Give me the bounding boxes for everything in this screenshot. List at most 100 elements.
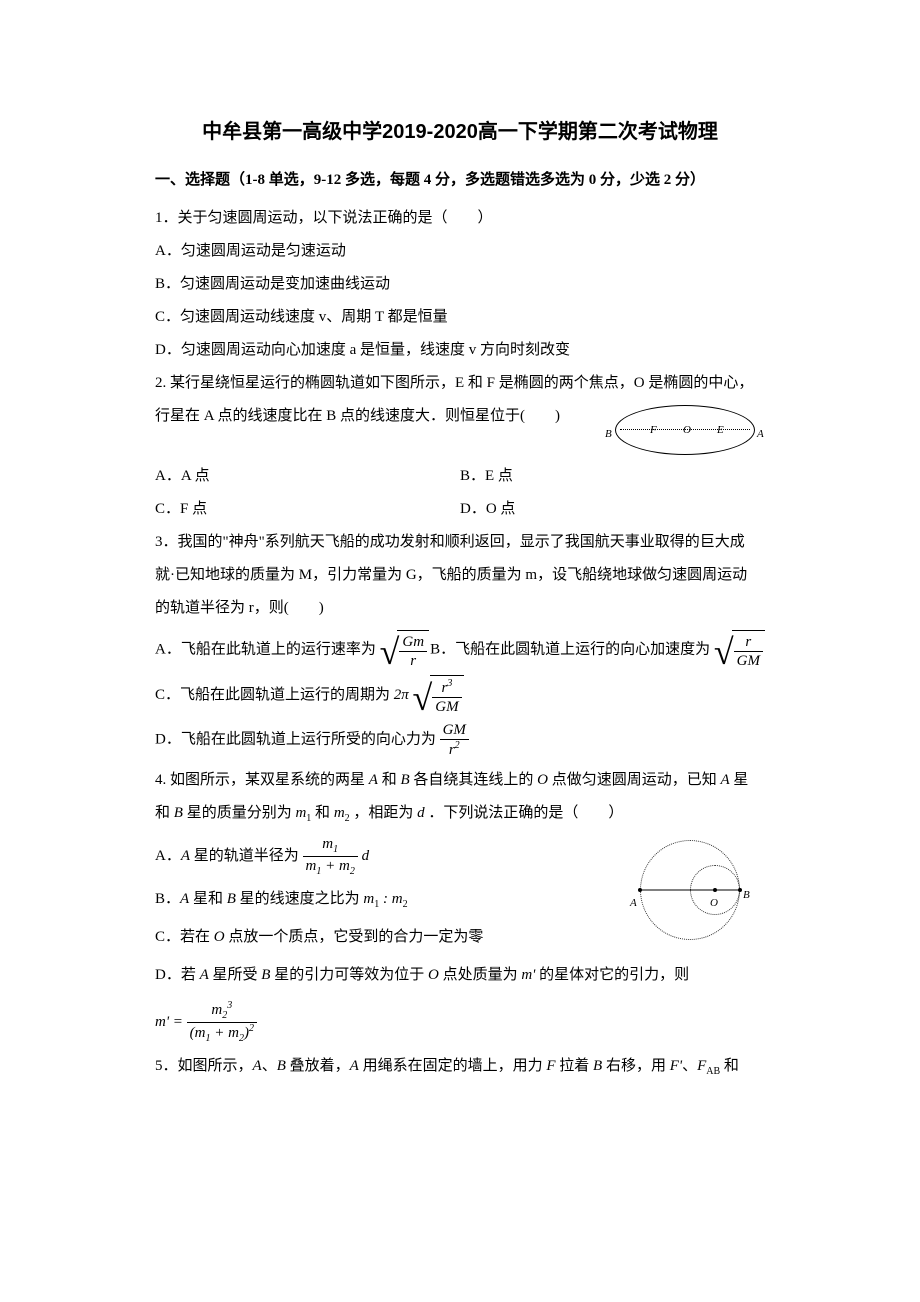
question-1: 1．关于匀速圆周运动，以下说法正确的是（ ） A．匀速圆周运动是匀速运动 B．匀… <box>155 202 765 367</box>
q5-s1-a2: A <box>350 1058 359 1074</box>
q3-a-formula: √ Gm r <box>380 630 429 670</box>
q4-eq-den-m2: m <box>228 1025 239 1041</box>
q4-a-star: A <box>181 848 190 864</box>
q3-d-num: GM <box>440 721 469 740</box>
q2-fig-label-a: A <box>757 422 764 446</box>
q2-fig-label-o: O <box>683 418 691 442</box>
q4-s2-pre: 和 <box>155 805 174 821</box>
q2-fig-label-f: F <box>650 418 657 442</box>
q4-option-d: D．若 A 星所受 B 星的引力可等效为位于 O 点处质量为 m' 的星体对它的… <box>155 959 765 992</box>
q4-b-mm1: m <box>363 891 374 907</box>
q2-stem-line1: 2. 某行星绕恒星运行的椭圆轨道如下图所示，E 和 F 是椭圆的两个焦点，O 是… <box>155 367 765 400</box>
q3-b-text: B．飞船在此圆轨道上运行的向心加速度为 <box>430 641 710 657</box>
q4-a-pre: A． <box>155 848 181 864</box>
q3-d-text: D．飞船在此圆轨道上运行所受的向心力为 <box>155 731 436 747</box>
q5-s1-fab-sub: AB <box>706 1066 720 1077</box>
q3-option-c: C．飞船在此圆轨道上运行的周期为 2π √ r3 GM <box>155 675 765 716</box>
q4-a-mid: 星的轨道半径为 <box>190 848 303 864</box>
q4-eq-den-m1: m <box>195 1025 206 1041</box>
q4-b-a: A <box>180 891 189 907</box>
q3-c-den: GM <box>432 698 461 716</box>
q3-a-den: r <box>399 652 427 670</box>
q5-s1-end: 和 <box>720 1058 739 1074</box>
q4-s1-m2: 各自绕其连线上的 <box>410 772 538 788</box>
q4-s2-end: ．下列说法正确的是（ ） <box>425 805 624 821</box>
q4-b-s2: 2 <box>403 899 408 910</box>
q4-c-pre: C．若在 <box>155 929 214 945</box>
q3-b-formula: √ r GM <box>714 630 765 670</box>
q5-s1-fab: F <box>697 1058 706 1074</box>
q2-ellipse-figure: B F O E A <box>605 400 765 460</box>
q4-s1-m3: 点做匀速圆周运动，已知 <box>548 772 721 788</box>
q1-option-b: B．匀速圆周运动是变加速曲线运动 <box>155 268 765 301</box>
q4-a-frac: m1 m1 + m2 <box>303 835 358 878</box>
q4-eq-left: m' = <box>155 1014 187 1030</box>
q4-s2-m2: 和 <box>311 805 334 821</box>
q4-eq-den-plus: + <box>211 1025 229 1041</box>
q4-stem-line1: 4. 如图所示，某双星系统的两星 A 和 B 各自绕其连线上的 O 点做匀速圆周… <box>155 764 765 797</box>
q1-option-c: C．匀速圆周运动线速度 v、周期 T 都是恒量 <box>155 301 765 334</box>
q4-a-num: m <box>322 836 333 852</box>
q4-equation: m' = m23 (m1 + m2)2 <box>155 1000 765 1045</box>
q3-stem-line2: 就·已知地球的质量为 M，引力常量为 G，飞船的质量为 m，设飞船绕地球做匀速圆… <box>155 559 765 592</box>
q4-b-pre: B． <box>155 891 180 907</box>
q4-a-post: d <box>362 848 370 864</box>
q4-b-m1: 星和 <box>189 891 227 907</box>
q4-c-o: O <box>214 929 225 945</box>
q3-a-num: Gm <box>399 633 427 652</box>
q4-s1-o: O <box>537 772 548 788</box>
q2-option-b: B．E 点 <box>460 460 765 493</box>
q2-fig-label-b: B <box>605 422 612 446</box>
q5-s1-m6: 、 <box>682 1058 697 1074</box>
q4-s2-m1: 星的质量分别为 <box>183 805 296 821</box>
q4-b-colon: : <box>379 891 392 907</box>
q4-fig-label-o: O <box>710 891 718 915</box>
q5-s1-b2: B <box>593 1058 602 1074</box>
q4-b-m2: 星的线速度之比为 <box>236 891 364 907</box>
q4-d-m3: 点处质量为 <box>439 967 522 983</box>
q3-b-den: GM <box>734 652 763 670</box>
q4-eq-den-sup: 2 <box>249 1023 254 1034</box>
q4-s1-pre: 4. 如图所示，某双星系统的两星 <box>155 772 369 788</box>
q5-s1-m1: 、 <box>262 1058 277 1074</box>
q5-s1-pre: 5．如图所示， <box>155 1058 253 1074</box>
q4-eq-num-sup: 3 <box>227 1000 232 1011</box>
question-2: 2. 某行星绕恒星运行的椭圆轨道如下图所示，E 和 F 是椭圆的两个焦点，O 是… <box>155 367 765 526</box>
q1-stem: 1．关于匀速圆周运动，以下说法正确的是（ ） <box>155 202 765 235</box>
q3-c-coef: 2π <box>394 687 409 703</box>
q4-a-den-plus: + <box>321 858 339 874</box>
q2-option-a: A．A 点 <box>155 460 460 493</box>
q4-s1-a: A <box>369 772 378 788</box>
q4-b-b: B <box>227 891 236 907</box>
q4-binary-figure: A O B <box>635 835 765 945</box>
q4-eq-num: m <box>211 1002 222 1018</box>
q4-d-mp: m' <box>521 967 535 983</box>
q4-fig-label-a: A <box>630 891 637 915</box>
q3-option-d: D．飞船在此圆轨道上运行所受的向心力为 GM r2 <box>155 721 765 759</box>
q4-s2-d: d <box>417 805 425 821</box>
q5-s1-fp: F' <box>670 1058 682 1074</box>
q4-s1-m1: 和 <box>378 772 401 788</box>
q3-c-num-sup: 3 <box>447 678 452 689</box>
q4-a-num-sub: 1 <box>333 844 338 855</box>
q1-option-d: D．匀速圆周运动向心加速度 a 是恒量，线速度 v 方向时刻改变 <box>155 334 765 367</box>
section-header: 一、选择题（1-8 单选，9-12 多选，每题 4 分，多选题错选多选为 0 分… <box>155 164 765 197</box>
q4-b-mm2: m <box>392 891 403 907</box>
q3-stem-line1: 3．我国的"神舟"系列航天飞船的成功发射和顺利返回，显示了我国航天事业取得的巨大… <box>155 526 765 559</box>
q4-s2-mm1: m <box>295 805 306 821</box>
q4-s2-b: B <box>174 805 183 821</box>
q4-d-m1: 星所受 <box>209 967 262 983</box>
q5-s1-m3: 用绳系在固定的墙上，用力 <box>359 1058 547 1074</box>
q3-stem-line3: 的轨道半径为 r，则( ) <box>155 592 765 625</box>
q4-stem-line2: 和 B 星的质量分别为 m1 和 m2 ，相距为 d ．下列说法正确的是（ ） <box>155 797 765 830</box>
q4-eq-frac: m23 (m1 + m2)2 <box>187 1000 257 1045</box>
question-4: 4. 如图所示，某双星系统的两星 A 和 B 各自绕其连线上的 O 点做匀速圆周… <box>155 764 765 1050</box>
q4-a-den-m2: m <box>339 858 350 874</box>
q4-d-a: A <box>200 967 209 983</box>
q2-option-d: D．O 点 <box>460 493 765 526</box>
q4-d-o: O <box>428 967 439 983</box>
q4-eq-num-sub: 2 <box>222 1010 227 1021</box>
q2-fig-label-e: E <box>717 418 724 442</box>
question-3: 3．我国的"神舟"系列航天飞船的成功发射和顺利返回，显示了我国航天事业取得的巨大… <box>155 526 765 759</box>
question-5: 5．如图所示，A、B 叠放着，A 用绳系在固定的墙上，用力 F 拉着 B 右移，… <box>155 1050 765 1083</box>
